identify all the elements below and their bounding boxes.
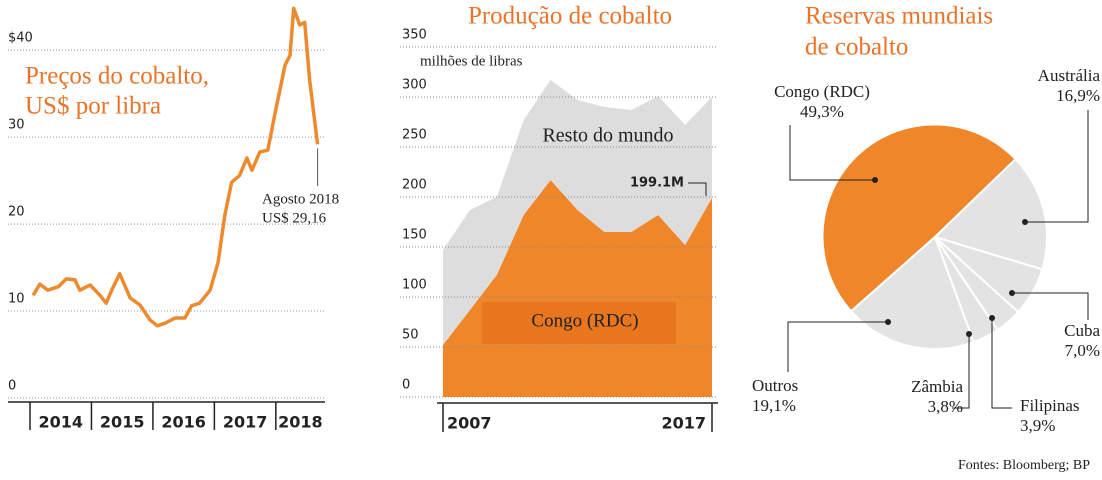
leader-dot — [885, 319, 891, 325]
y-tick-label: 300 — [402, 78, 427, 93]
slice-value: 3,8% — [928, 397, 963, 416]
y-tick-label: 0 — [402, 378, 410, 393]
slice-value: 7,0% — [1065, 341, 1100, 360]
price-line — [31, 6, 320, 328]
leader-dot — [989, 315, 995, 321]
leader-line — [991, 318, 1012, 409]
value-leader — [688, 182, 707, 196]
slice-value: 19,1% — [752, 396, 796, 415]
leader-dot — [1009, 290, 1015, 296]
pie-slice — [933, 157, 1048, 271]
slice-label: Outros — [752, 376, 798, 395]
x-tick-label: 2007 — [447, 414, 492, 433]
chart-title: Reservas mundiais — [805, 3, 993, 30]
y-tick-label: 10 — [8, 292, 25, 307]
y-tick-label: 200 — [402, 178, 427, 193]
y-tick-label: 0 — [8, 379, 16, 394]
y-tick-label: 100 — [402, 278, 427, 293]
source-note: Fontes: Bloomberg; BP — [958, 458, 1090, 473]
leader-dot — [966, 331, 972, 337]
leader-dot — [1022, 219, 1028, 225]
y-tick-label: 20 — [8, 205, 25, 220]
leader-line — [787, 321, 888, 372]
x-tick-label: 2018 — [278, 413, 323, 432]
chart-title: Preços do cobalto, — [25, 63, 209, 90]
annotation: US$ 29,16 — [262, 210, 327, 226]
annotation: Agosto 2018 — [262, 191, 339, 207]
y-tick-label: 350 — [402, 28, 427, 43]
y-tick-label: $40 — [8, 31, 33, 46]
chart-title: de cobalto — [805, 34, 908, 61]
y-tick-label: 250 — [402, 128, 427, 143]
series-label: Congo (RDC) — [531, 310, 638, 331]
label-box — [482, 302, 676, 344]
pie-slice — [821, 123, 1018, 313]
x-tick-label: 2016 — [161, 413, 206, 432]
slice-label: Zâmbia — [911, 377, 963, 396]
y-tick-label: 50 — [402, 328, 419, 343]
y-tick-label: 30 — [8, 118, 25, 133]
slice-label: Austrália — [1038, 66, 1101, 85]
y-tick-label: 150 — [402, 228, 427, 243]
value-label: 199.1M — [630, 176, 684, 191]
slice-label: Filipinas — [1020, 396, 1080, 415]
chart-title: US$ por libra — [25, 93, 161, 120]
leader-line — [789, 125, 875, 181]
leader-line — [1025, 110, 1089, 223]
slice-value: 49,3% — [800, 102, 844, 121]
slice-value: 3,9% — [1020, 416, 1055, 435]
subtitle: milhões de libras — [420, 53, 523, 69]
x-tick-label: 2017 — [661, 414, 706, 433]
chart-title: Produção de cobalto — [468, 3, 672, 30]
leader-dot — [872, 177, 878, 183]
slice-label: Cuba — [1064, 321, 1100, 340]
x-tick-label: 2014 — [38, 413, 83, 432]
x-tick-label: 2015 — [100, 413, 145, 432]
leader-line — [1012, 292, 1089, 320]
slice-value: 16,9% — [1056, 86, 1100, 105]
slice-label: Congo (RDC) — [774, 82, 870, 101]
leader-line — [952, 334, 970, 409]
area-1 — [443, 80, 712, 345]
x-tick-label: 2017 — [223, 413, 268, 432]
pie-slice — [849, 235, 975, 350]
series-label: Resto do mundo — [542, 125, 673, 147]
